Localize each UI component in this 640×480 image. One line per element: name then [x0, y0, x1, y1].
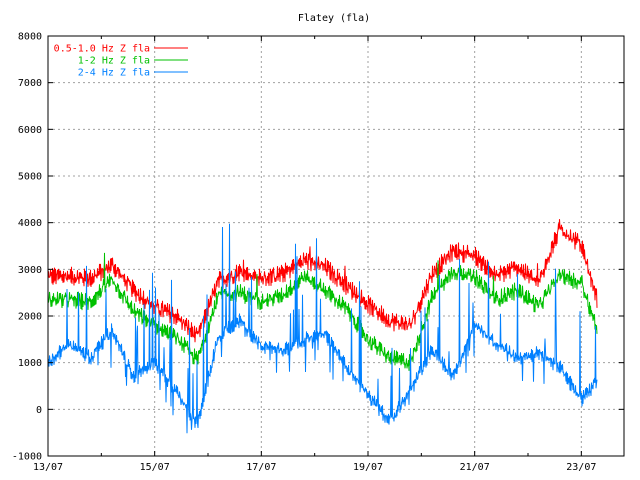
chart-title: Flatey (fla): [298, 13, 370, 24]
y-tick-label: 7000: [18, 78, 42, 89]
y-tick-label: -1000: [12, 452, 42, 463]
legend-label: 0.5-1.0 Hz Z fla: [54, 44, 150, 55]
x-tick-label: 21/07: [460, 462, 490, 473]
x-tick-label: 15/07: [140, 462, 170, 473]
y-tick-label: 3000: [18, 265, 42, 276]
x-tick-label: 23/07: [566, 462, 596, 473]
x-tick-label: 13/07: [33, 462, 63, 473]
series-lines: [47, 219, 598, 434]
series-line-1: [47, 252, 598, 371]
x-tick-label: 19/07: [353, 462, 383, 473]
axis-ticks: -1000 0 1000 2000 3000 4000 5000 6000 7000 8000 13…: [12, 32, 624, 473]
x-tick-label: 17/07: [246, 462, 276, 473]
y-tick-label: 4000: [18, 218, 42, 229]
y-tick-label: 8000: [18, 32, 42, 43]
legend-label: 1-2 Hz Z fla: [78, 56, 150, 67]
y-tick-label: 5000: [18, 172, 42, 183]
y-tick-label: 2000: [18, 312, 42, 323]
legend-label: 2-4 Hz Z fla: [78, 68, 150, 79]
y-tick-label: 6000: [18, 125, 42, 136]
y-tick-label: 0: [36, 405, 42, 416]
series-line-2: [47, 223, 598, 434]
series-line-0: [47, 219, 598, 343]
y-tick-label: 1000: [18, 358, 42, 369]
plot-frame: [47, 35, 625, 457]
